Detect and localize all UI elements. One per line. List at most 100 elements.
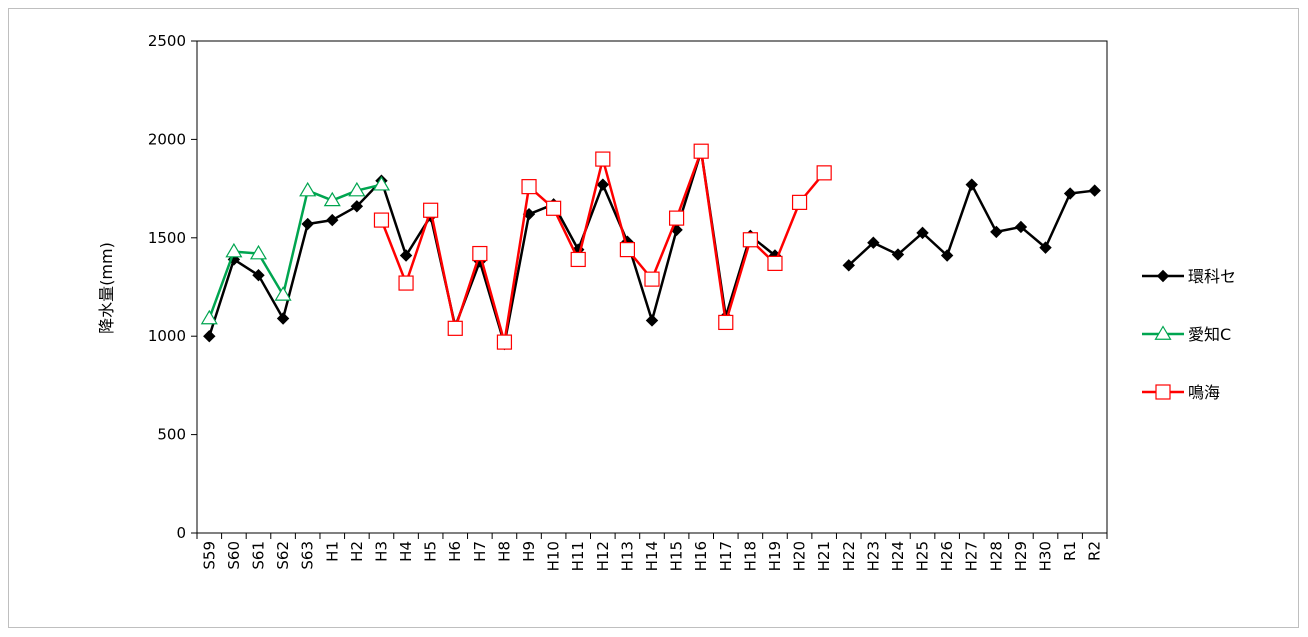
- x-tick-label: H9: [520, 541, 538, 562]
- x-tick-label: S62: [274, 541, 292, 570]
- data-point: [373, 212, 390, 228]
- y-axis-label: 降水量(mm): [97, 242, 116, 334]
- x-tick-label: H13: [618, 541, 636, 571]
- x-tick-label: H14: [643, 541, 661, 571]
- x-tick-label: H6: [446, 541, 464, 562]
- x-tick-label: H16: [692, 541, 710, 571]
- x-tick-label: H4: [397, 541, 415, 562]
- x-tick-label: H7: [471, 541, 489, 562]
- data-point: [644, 271, 660, 287]
- data-point: [447, 320, 463, 336]
- data-point: [252, 268, 265, 282]
- x-tick-label: H22: [840, 541, 858, 571]
- y-tick-label: 2000: [148, 130, 186, 148]
- legend-marker: [1155, 384, 1171, 400]
- data-point: [990, 225, 1003, 239]
- x-tick-label: H19: [766, 541, 784, 571]
- x-tick-label: H24: [889, 541, 907, 571]
- data-point: [299, 181, 317, 197]
- data-point: [323, 191, 341, 207]
- data-point: [791, 194, 808, 210]
- data-point: [767, 255, 783, 271]
- legend-marker: [1154, 325, 1172, 340]
- data-point: [399, 249, 413, 262]
- y-tick-label: 0: [176, 524, 186, 542]
- x-tick-label: H8: [495, 541, 513, 562]
- x-tick-label: S61: [249, 541, 267, 570]
- legend-label: 愛知C: [1188, 325, 1231, 344]
- data-point: [203, 329, 216, 343]
- x-tick-label: H26: [938, 541, 956, 571]
- data-point: [1039, 241, 1052, 254]
- data-point: [867, 236, 880, 249]
- data-point: [965, 178, 978, 191]
- legend-item: 愛知C: [1142, 325, 1231, 344]
- x-tick-label: S60: [225, 541, 243, 570]
- y-axis-label-group: 降水量(mm): [97, 242, 116, 334]
- data-point: [596, 178, 610, 191]
- data-point: [570, 251, 586, 268]
- legend-item: 環科セ: [1142, 267, 1236, 286]
- plot-area-border: [196, 40, 1108, 534]
- data-point: [940, 249, 954, 262]
- axes: 0 500 1000 1500 2000 2500 S59 S60 S61 S62 S63 H1 H2 H…: [148, 32, 1108, 571]
- x-tick-label: H27: [963, 541, 981, 571]
- legend-marker: [1156, 269, 1170, 283]
- x-tick-label: H28: [987, 541, 1005, 571]
- series-layer: [200, 143, 1101, 351]
- data-point: [472, 245, 488, 262]
- x-tick-label: H10: [545, 541, 563, 571]
- x-tick-label: H30: [1037, 541, 1055, 571]
- data-point: [718, 314, 734, 331]
- data-point: [619, 242, 636, 258]
- series-1: [203, 145, 1101, 351]
- y-tick-label: 1000: [148, 327, 186, 345]
- data-point: [423, 202, 439, 218]
- data-point: [301, 217, 314, 231]
- x-tick-label: H21: [815, 541, 833, 571]
- x-tick-label: H29: [1012, 541, 1030, 571]
- series-2: [200, 175, 391, 325]
- data-point: [816, 165, 832, 181]
- data-point: [693, 143, 709, 159]
- x-tick-label: H12: [594, 541, 612, 571]
- legend-item: 鳴海: [1142, 383, 1220, 402]
- x-tick-label: H25: [914, 541, 932, 571]
- x-tick-label: H17: [717, 541, 735, 571]
- x-tick-label: H1: [323, 541, 341, 562]
- data-point: [398, 275, 414, 291]
- data-point: [276, 312, 290, 325]
- y-tick-label: 500: [157, 426, 186, 444]
- data-point: [496, 334, 513, 350]
- x-tick-label: H18: [741, 541, 759, 571]
- x-tick-label: H23: [864, 541, 882, 571]
- data-point: [842, 259, 855, 272]
- legend-label: 環科セ: [1188, 267, 1236, 286]
- data-point: [742, 232, 758, 248]
- data-point: [645, 314, 659, 327]
- data-point: [1088, 184, 1101, 197]
- data-point: [916, 226, 929, 240]
- x-tick-label: H15: [668, 541, 686, 571]
- data-point: [350, 200, 364, 213]
- x-tick-label: S63: [299, 541, 317, 570]
- data-point: [1014, 220, 1028, 234]
- data-point: [348, 181, 366, 197]
- data-point: [326, 213, 339, 227]
- series-3: [373, 143, 832, 350]
- x-tick-label: R2: [1086, 541, 1104, 561]
- data-point: [668, 210, 685, 226]
- x-tick-label: R1: [1061, 541, 1079, 561]
- x-tick-label: H2: [348, 541, 366, 562]
- data-point: [249, 244, 268, 260]
- x-tick-label: H20: [791, 541, 809, 571]
- data-point: [521, 179, 537, 195]
- data-point: [595, 151, 611, 167]
- legend-label: 鳴海: [1188, 383, 1220, 402]
- data-point: [200, 309, 218, 325]
- x-tick-label: H11: [569, 541, 587, 571]
- x-tick-label: H3: [372, 541, 390, 562]
- data-point: [225, 242, 243, 258]
